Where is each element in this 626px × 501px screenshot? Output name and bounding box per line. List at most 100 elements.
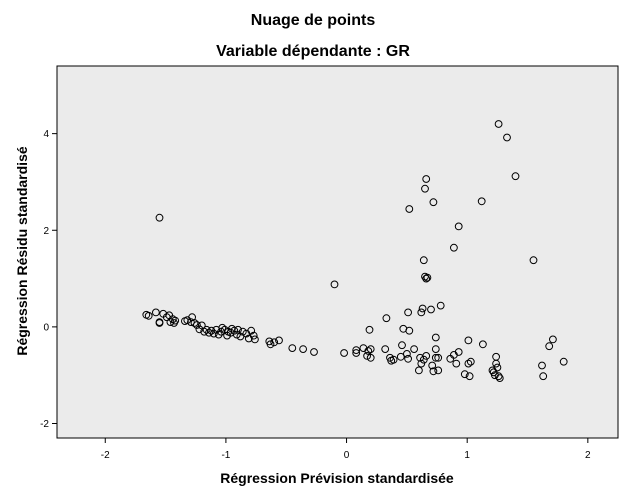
scatter-point [190, 319, 199, 327]
scatter-point [454, 348, 463, 356]
scatter-point [230, 326, 239, 335]
axis-ticks: -2 -1 0 1 2 -2 0 2 4 [40, 129, 591, 461]
scatter-point [431, 353, 440, 362]
scatter-point [450, 243, 458, 252]
scatter-point [249, 331, 258, 340]
scatter-point [431, 333, 440, 342]
scatter-point [381, 345, 390, 354]
scatter-point [559, 357, 568, 366]
scatter-point [193, 321, 201, 329]
scatter-point [427, 305, 435, 314]
scatter-point [405, 326, 414, 335]
scatter-point [352, 349, 361, 357]
x-tick-label: 0 [344, 450, 350, 461]
scatter-point [155, 213, 164, 222]
scatter-point [477, 197, 486, 206]
scatter-point [299, 345, 308, 354]
scatter-point [270, 338, 279, 347]
scatter-point [404, 354, 413, 363]
scatter-point [422, 352, 431, 360]
scatter-point [423, 273, 432, 282]
scatter-point [405, 205, 414, 213]
scatter-point [493, 363, 502, 372]
y-axis-label: Régression Résidu standardisé [14, 146, 30, 356]
scatter-point [340, 349, 349, 357]
scatter-point [418, 304, 427, 313]
scatter-point [364, 347, 373, 355]
scatter-point [539, 372, 548, 381]
scatter-point [144, 311, 153, 320]
y-tick-label: 2 [43, 226, 49, 237]
scatter-point [479, 340, 487, 349]
scatter-point [209, 329, 218, 338]
scatter-point [422, 175, 431, 183]
scatter-point [417, 308, 426, 317]
x-tick-label: -1 [221, 450, 230, 461]
scatter-point [431, 345, 440, 354]
scatter-point [415, 366, 423, 375]
scatter-point [310, 348, 318, 356]
scatter-point [466, 357, 475, 366]
scatter-point [330, 280, 339, 289]
plot-area [56, 65, 619, 439]
scatter-point [421, 184, 429, 193]
x-tick-label: 2 [585, 450, 591, 461]
scatter-point [352, 346, 361, 355]
y-tick-label: -2 [40, 419, 49, 430]
scatter-point [251, 335, 259, 344]
scatter-point [545, 342, 554, 351]
scatter-point [465, 372, 474, 381]
scatter-point [205, 328, 213, 337]
scatter-point [464, 359, 473, 368]
scatter-point [396, 352, 405, 361]
scatter-point [428, 361, 437, 370]
scatter-point [454, 222, 463, 231]
scatter-point [155, 319, 164, 327]
scatter-point [494, 120, 503, 128]
scatter-point [429, 367, 438, 376]
scatter-point [464, 336, 473, 345]
scatter-point [419, 256, 428, 265]
scatter-point [549, 335, 557, 344]
scatter-point [460, 370, 469, 379]
scatter-point [452, 359, 461, 368]
scatter-point [495, 374, 504, 383]
scatter-point [403, 350, 411, 358]
data-points [142, 120, 568, 383]
scatter-point [511, 172, 520, 181]
x-axis-label: Régression Prévision standardisée [220, 470, 454, 486]
y-tick-label: 0 [43, 322, 49, 333]
scatter-point [419, 355, 428, 364]
scatter-point [228, 324, 236, 333]
scatter-point [365, 325, 374, 334]
scatter-point [436, 301, 445, 310]
scatter-point [529, 256, 538, 265]
scatter-point [152, 308, 160, 317]
scatter-point [389, 355, 398, 364]
scatter-point [494, 372, 503, 381]
scatter-point [404, 308, 413, 317]
scatter-point [366, 353, 375, 362]
chart-subtitle: Variable dépendante : GR [216, 43, 410, 60]
scatter-point [503, 133, 511, 142]
scatter-point [429, 198, 438, 207]
scatter-point [422, 274, 431, 283]
scatter-point [266, 340, 275, 349]
scatter-point [366, 345, 375, 354]
scatter-point [363, 352, 372, 360]
scatter-point [247, 326, 256, 335]
y-tick-label: 4 [43, 129, 49, 140]
scatter-point [218, 323, 227, 332]
scatter-point [288, 344, 297, 353]
scatter-point [398, 341, 406, 350]
scatter-point [434, 353, 443, 362]
chart-title: Nuage de points [250, 12, 376, 29]
scatter-point [275, 336, 283, 345]
scatter-point [171, 316, 180, 325]
scatter-point [410, 345, 419, 354]
scatter-point [434, 366, 443, 375]
scatter-point [417, 359, 426, 368]
scatter-point [492, 352, 501, 361]
scatter-point [200, 327, 209, 336]
